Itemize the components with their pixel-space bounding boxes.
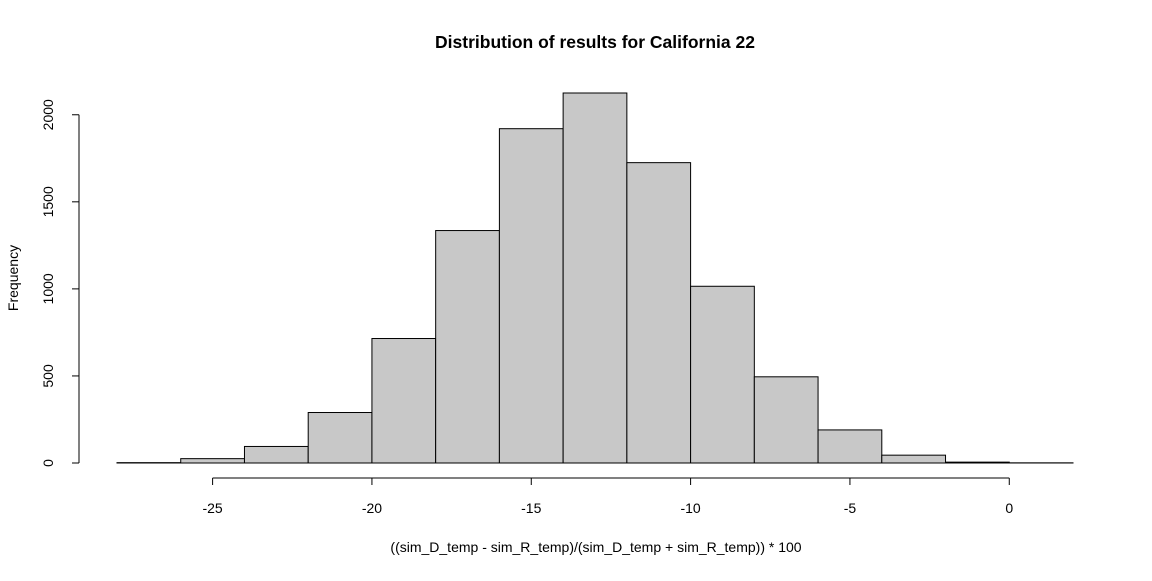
bars-group bbox=[117, 93, 1073, 463]
histogram-bar bbox=[372, 339, 436, 463]
x-tick-label: -15 bbox=[521, 500, 541, 516]
x-axis-label: ((sim_D_temp - sim_R_temp)/(sim_D_temp +… bbox=[390, 539, 801, 555]
y-axis-label: Frequency bbox=[5, 245, 21, 311]
histogram-bar bbox=[754, 377, 818, 463]
histogram-bar bbox=[563, 93, 627, 463]
histogram-bar bbox=[882, 455, 946, 463]
histogram-bar bbox=[499, 129, 563, 463]
y-tick-label: 1000 bbox=[40, 273, 56, 304]
histogram-bar bbox=[627, 163, 691, 463]
histogram-bar bbox=[691, 286, 755, 463]
x-tick-label: 0 bbox=[1005, 500, 1013, 516]
y-tick-label: 500 bbox=[40, 364, 56, 388]
y-tick-label: 1500 bbox=[40, 186, 56, 217]
y-tick-label: 2000 bbox=[40, 99, 56, 130]
x-tick-label: -20 bbox=[362, 500, 382, 516]
x-axis: -25 -20 -15 -10 -5 0 bbox=[202, 478, 1013, 516]
x-tick-label: -10 bbox=[680, 500, 700, 516]
y-tick-label: 0 bbox=[40, 459, 56, 467]
histogram-bar bbox=[308, 413, 372, 463]
x-tick-label: -5 bbox=[844, 500, 857, 516]
chart-title: Distribution of results for California 2… bbox=[435, 32, 755, 52]
histogram-bar bbox=[818, 430, 882, 463]
histogram-bar bbox=[244, 446, 308, 463]
histogram-bar bbox=[946, 462, 1010, 463]
x-tick-label: -25 bbox=[202, 500, 222, 516]
y-axis: 0 500 1000 1500 2000 bbox=[40, 99, 79, 467]
histogram-bar bbox=[181, 459, 245, 463]
histogram-bar bbox=[436, 231, 500, 463]
